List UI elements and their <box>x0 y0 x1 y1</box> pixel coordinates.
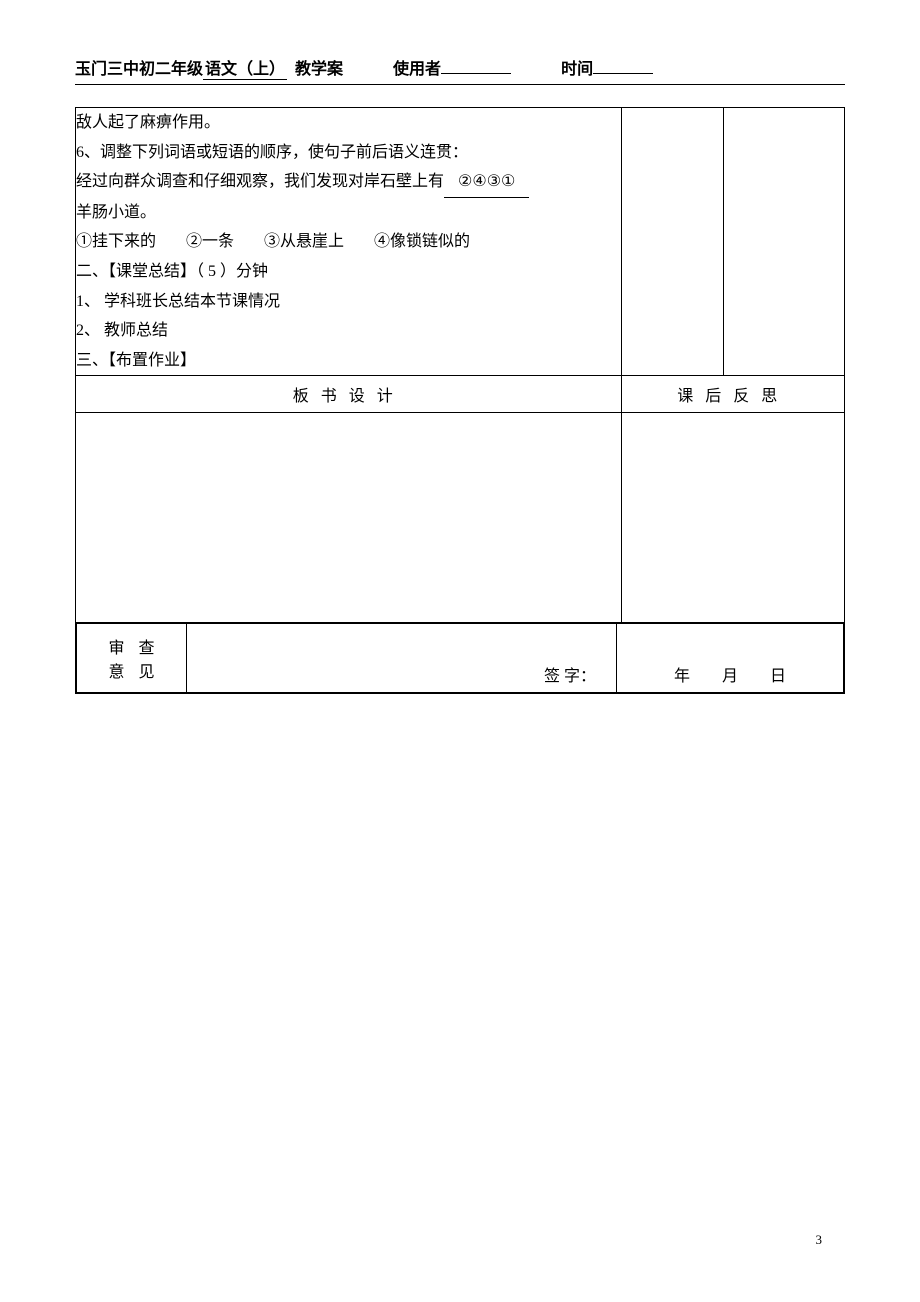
content-row: 敌人起了麻痹作用。 6、调整下列词语或短语的顺序，使句子前后语义连贯： 经过向群… <box>76 108 845 376</box>
header-user-blank <box>441 58 511 74</box>
review-wrapper: 审查意见签 字： 年 月 日 <box>76 623 845 694</box>
reflection-cell <box>622 413 845 623</box>
q6-options: ①挂下来的 ②一条 ③从悬崖上 ④像锁链似的 <box>76 227 621 257</box>
q6-text-a: 经过向群众调查和仔细观察，我们发现对岸石壁上有 <box>76 173 444 190</box>
content-col3 <box>723 108 844 376</box>
review-label-line2: 意见 <box>91 658 186 682</box>
q6-opt4: ④像锁链似的 <box>374 233 470 250</box>
review-day: 日 <box>770 668 786 685</box>
header-time-label: 时间 <box>561 55 593 79</box>
content-col2 <box>622 108 723 376</box>
q6-opt2: ②一条 <box>186 233 234 250</box>
page-header: 玉门三中初二年级 语文（上） 教学案 使用者 时间 <box>75 55 845 85</box>
question-6: 6、调整下列词语或短语的顺序，使句子前后语义连贯： <box>76 138 621 168</box>
content-main: 敌人起了麻痹作用。 6、调整下列词语或短语的顺序，使句子前后语义连贯： 经过向群… <box>76 108 622 376</box>
section-header-row: 板书设计 课后反思 <box>76 376 845 413</box>
review-row: 审查意见签 字： 年 月 日 <box>76 623 845 694</box>
review-sign-cell: 签 字： <box>187 624 617 693</box>
section-2-title: 二、【课堂总结】（ 5 ）分钟 <box>76 257 621 287</box>
text-line1: 敌人起了麻痹作用。 <box>76 108 621 138</box>
section-2-item1: 1、 学科班长总结本节课情况 <box>76 287 621 317</box>
review-date-cell: 年月日 <box>617 624 844 693</box>
board-design-header: 板书设计 <box>76 376 622 413</box>
section-2-item2: 2、 教师总结 <box>76 316 621 346</box>
reflection-header: 课后反思 <box>622 376 845 413</box>
board-design-cell <box>76 413 622 623</box>
header-doctype: 教学案 <box>295 55 343 79</box>
review-label: 审查意见 <box>77 624 187 693</box>
q6-text-b: 羊肠小道。 <box>76 204 156 221</box>
review-month: 月 <box>722 668 738 685</box>
header-subject: 语文（上） <box>203 55 287 80</box>
header-school: 玉门三中初二年级 <box>75 55 203 79</box>
review-label-line1: 审查 <box>91 634 186 658</box>
board-design-row <box>76 413 845 623</box>
q6-answer: ②④③① <box>458 173 515 190</box>
lesson-table: 敌人起了麻痹作用。 6、调整下列词语或短语的顺序，使句子前后语义连贯： 经过向群… <box>75 107 845 694</box>
q6-answer-blank: ②④③① <box>444 167 529 198</box>
header-time-blank <box>593 58 653 74</box>
q6-opt3: ③从悬崖上 <box>264 233 344 250</box>
page-number: 3 <box>816 1232 823 1248</box>
review-year: 年 <box>674 668 690 685</box>
section-3-title: 三、【布置作业】 <box>76 346 621 376</box>
header-user-label: 使用者 <box>393 55 441 79</box>
question-6-body: 经过向群众调查和仔细观察，我们发现对岸石壁上有 ②④③① 羊肠小道。 <box>76 167 621 227</box>
q6-opt1: ①挂下来的 <box>76 233 156 250</box>
